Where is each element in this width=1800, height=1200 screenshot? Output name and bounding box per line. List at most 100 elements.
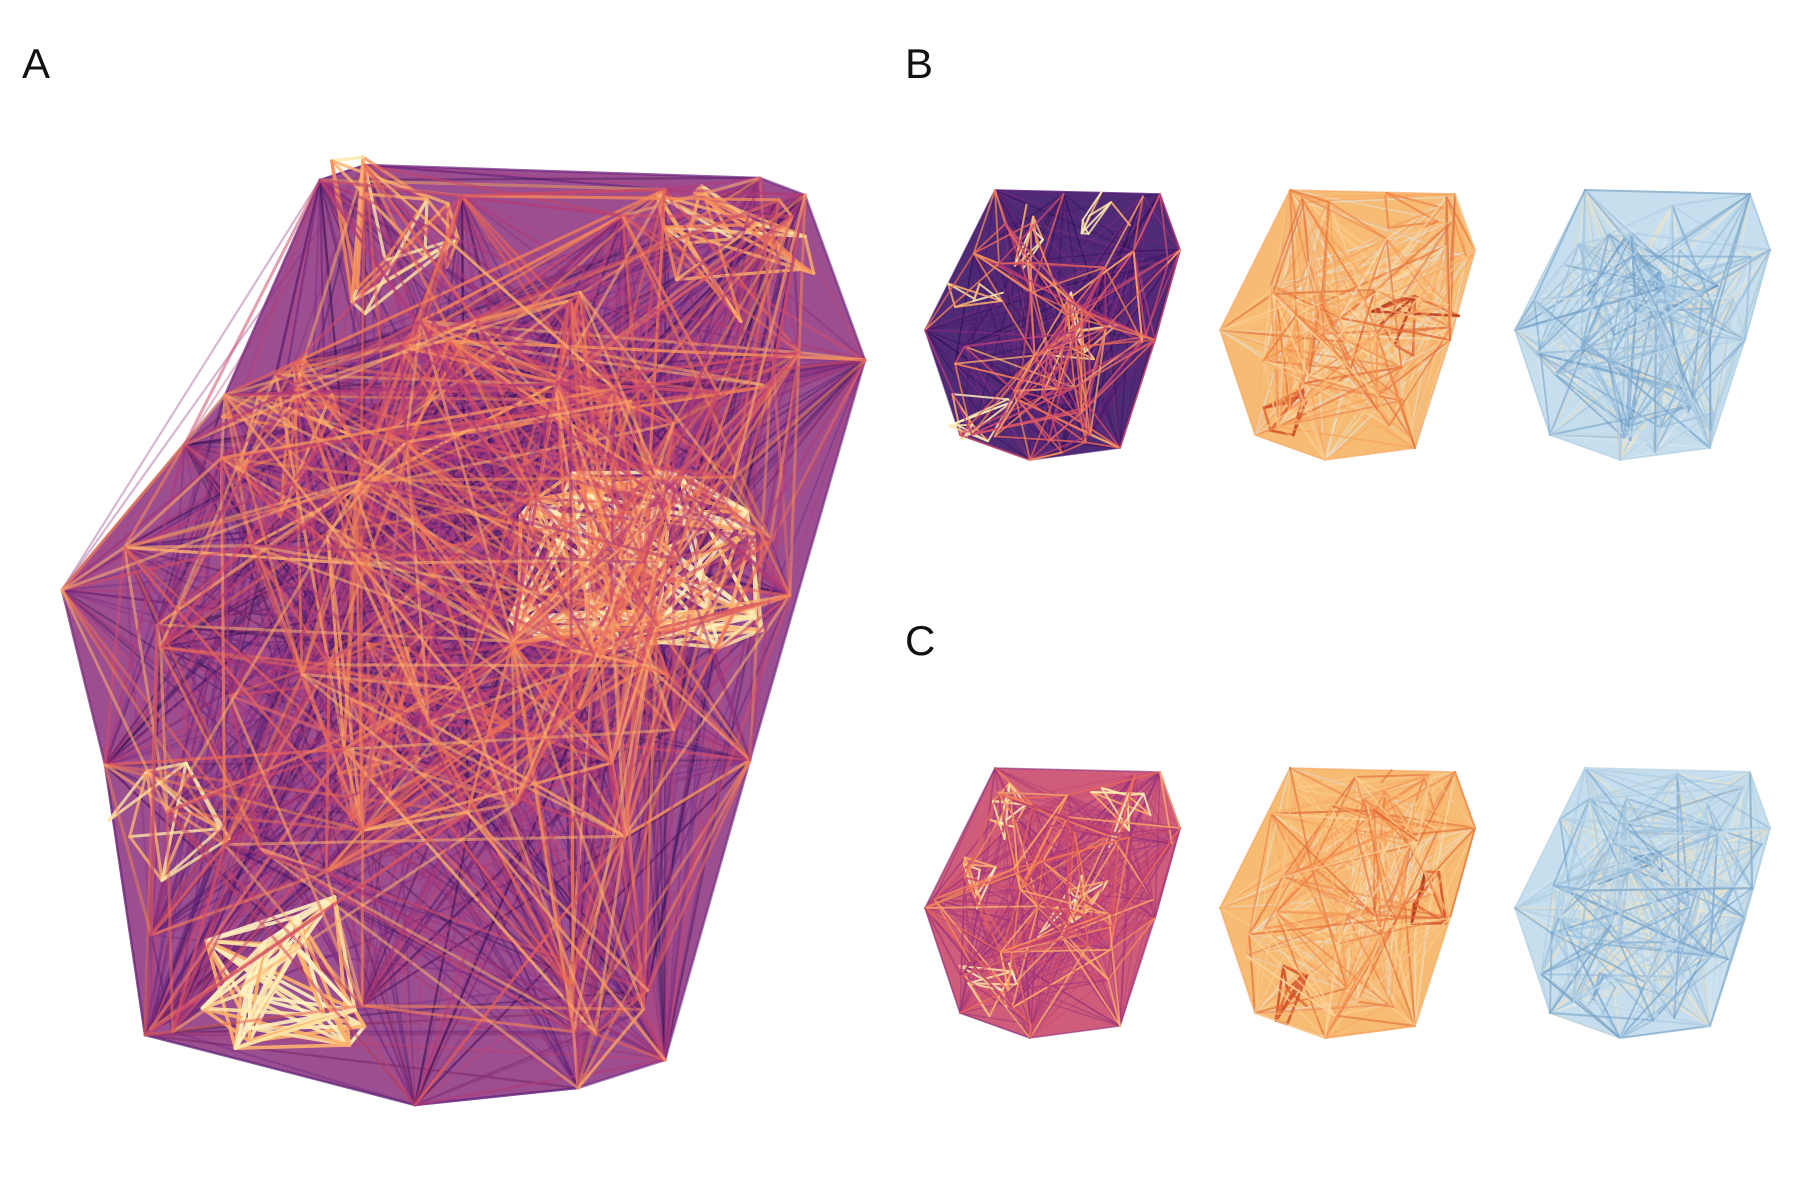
cluster-edge <box>278 406 291 518</box>
background-edge <box>223 843 580 1090</box>
background-edge <box>223 603 613 846</box>
background-edge <box>220 456 646 564</box>
background-edge <box>143 1033 580 1090</box>
cluster-edge <box>717 615 758 650</box>
background-edge <box>419 198 781 323</box>
background-edge <box>363 163 807 197</box>
background-edge <box>150 198 781 937</box>
background-edge <box>156 373 277 627</box>
background-edge <box>103 763 364 1007</box>
background-edge <box>568 299 772 388</box>
background-edge <box>274 178 322 376</box>
background-edge <box>716 358 867 394</box>
background-edge <box>103 663 331 767</box>
background-edge <box>60 163 367 592</box>
background-edge <box>361 829 645 1011</box>
background-edge <box>220 456 646 564</box>
cluster-edge <box>657 609 714 626</box>
background-edge <box>149 487 357 1031</box>
background-edge <box>60 176 762 592</box>
hull-edge <box>143 1033 417 1107</box>
background-edge <box>156 623 596 657</box>
foreground-edge <box>327 663 650 668</box>
background-edge <box>419 176 762 323</box>
background-edge <box>413 706 581 1107</box>
hull-edge <box>60 588 107 767</box>
background-edge <box>318 176 762 182</box>
background-edge <box>143 1033 580 1090</box>
cluster-edge <box>361 192 429 201</box>
background-edge <box>359 479 597 1036</box>
background-edge <box>60 176 762 592</box>
background-edge <box>123 546 153 937</box>
background-edge <box>594 758 752 1036</box>
background-edge <box>171 1030 667 1062</box>
background-edge <box>594 1008 645 1036</box>
background-edge <box>228 544 252 697</box>
panel-b-networks <box>924 189 1771 461</box>
background-edge <box>183 443 223 460</box>
background-edge <box>363 163 667 191</box>
background-edge <box>363 163 571 987</box>
background-edge <box>413 811 469 1107</box>
foreground-edge <box>1056 386 1076 390</box>
background-edge <box>223 843 597 1036</box>
hull-edge <box>103 763 147 1037</box>
hull-edge <box>663 758 752 1062</box>
background-edge <box>171 178 322 1033</box>
background-edge <box>60 588 231 697</box>
background-edge <box>363 163 667 191</box>
background-edge <box>143 810 169 1037</box>
background-edge <box>274 373 571 987</box>
background-edge <box>578 214 624 294</box>
background-edge <box>274 178 322 376</box>
background-edge <box>183 443 304 676</box>
background-edge <box>220 456 417 1107</box>
background-edge <box>171 441 408 1033</box>
background-edge <box>143 1032 597 1037</box>
background-edge <box>159 646 364 1007</box>
background-edge <box>220 456 417 1107</box>
background-edge <box>103 763 364 1007</box>
cluster-edge <box>330 155 365 163</box>
background-edge <box>405 441 649 992</box>
background-edge <box>405 441 649 992</box>
background-edge <box>60 178 322 592</box>
background-edge <box>150 383 557 937</box>
background-edge <box>60 588 364 832</box>
background-edge <box>103 623 159 767</box>
background-edge <box>646 674 670 992</box>
foreground-edge <box>576 706 581 1090</box>
panel-a-network <box>60 155 867 1107</box>
background-edge <box>159 646 364 1007</box>
background-edge <box>568 299 801 354</box>
hull-edge <box>413 1086 580 1107</box>
cluster-edge <box>803 234 816 275</box>
foreground-edge <box>568 299 573 652</box>
hull-edge <box>748 358 867 762</box>
background-edge <box>60 562 356 592</box>
background-edge <box>103 642 514 767</box>
background-edge <box>183 163 367 446</box>
background-edge <box>642 728 676 1011</box>
foreground-edge <box>122 544 252 549</box>
background-edge <box>171 663 331 1033</box>
background-edge <box>428 291 582 724</box>
background-edge <box>318 178 801 354</box>
background-edge <box>156 373 277 627</box>
hull-edge <box>758 176 807 197</box>
background-edge <box>171 1030 417 1107</box>
background-edge <box>60 588 596 657</box>
background-edge <box>171 870 328 1033</box>
background-edge <box>361 829 645 1011</box>
background-edge <box>361 1004 667 1062</box>
background-edge <box>228 385 297 697</box>
hull-edge <box>363 163 762 180</box>
background-edge <box>60 588 571 987</box>
hull-edge <box>223 178 322 397</box>
hull-edge <box>803 193 867 362</box>
background-edge <box>361 1004 667 1062</box>
background-edge <box>361 654 596 1007</box>
background-edge <box>260 562 356 851</box>
